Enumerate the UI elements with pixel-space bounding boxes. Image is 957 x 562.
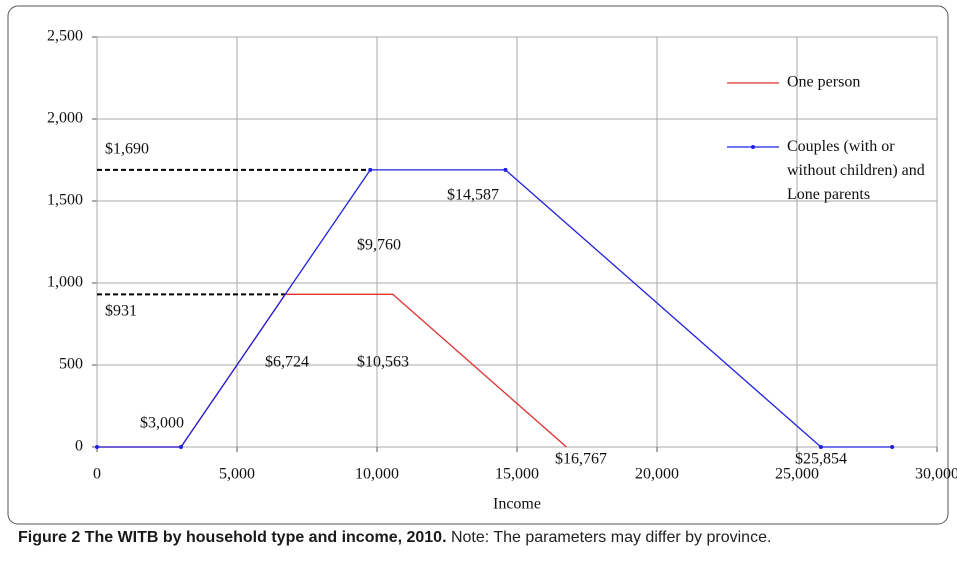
legend-marker — [751, 145, 755, 149]
x-tick-label: 15,000 — [495, 466, 539, 483]
point — [818, 445, 823, 449]
annotation: $6,724 — [265, 354, 309, 371]
point — [890, 445, 895, 449]
x-tick-label: 5,000 — [219, 466, 255, 483]
annotation: $14,587 — [447, 187, 499, 204]
annotation: $3,000 — [140, 415, 184, 432]
series-line — [97, 169, 893, 448]
x-tick-label: 25,000 — [775, 466, 819, 483]
y-tick-label: 500 — [59, 356, 83, 373]
caption-title: Figure 2 The WITB by household type and … — [18, 529, 447, 546]
legend-label: Couples (with or without children) and L… — [787, 138, 925, 203]
point — [179, 445, 183, 449]
y-tick-label: 2,000 — [47, 110, 83, 127]
x-tick-label: 30,000 — [915, 466, 957, 483]
y-tick-label: 1,000 — [47, 274, 83, 291]
caption-note: Note: The parameters may differ by provi… — [450, 529, 772, 546]
point — [368, 167, 373, 172]
legend-label: One person — [787, 74, 860, 91]
frame — [7, 5, 949, 525]
y-tick-label: 0 — [75, 438, 83, 455]
annotation: $10,563 — [357, 354, 409, 371]
annotation: $931 — [105, 303, 137, 320]
annotation: $1,690 — [105, 141, 149, 158]
x-tick-label: 0 — [93, 466, 101, 483]
annotation: $9,760 — [357, 237, 401, 254]
caption: Figure 2 The WITB by household type and … — [18, 529, 771, 547]
y-tick-label: 2,500 — [47, 28, 83, 45]
x-axis-title: Income — [493, 496, 541, 513]
annotation: $16,767 — [555, 451, 607, 468]
annotation: $25,854 — [795, 451, 847, 468]
point — [95, 445, 99, 449]
x-tick-label: 10,000 — [355, 466, 399, 483]
point — [503, 167, 508, 172]
x-tick-label: 20,000 — [635, 466, 679, 483]
y-tick-label: 1,500 — [47, 192, 83, 209]
